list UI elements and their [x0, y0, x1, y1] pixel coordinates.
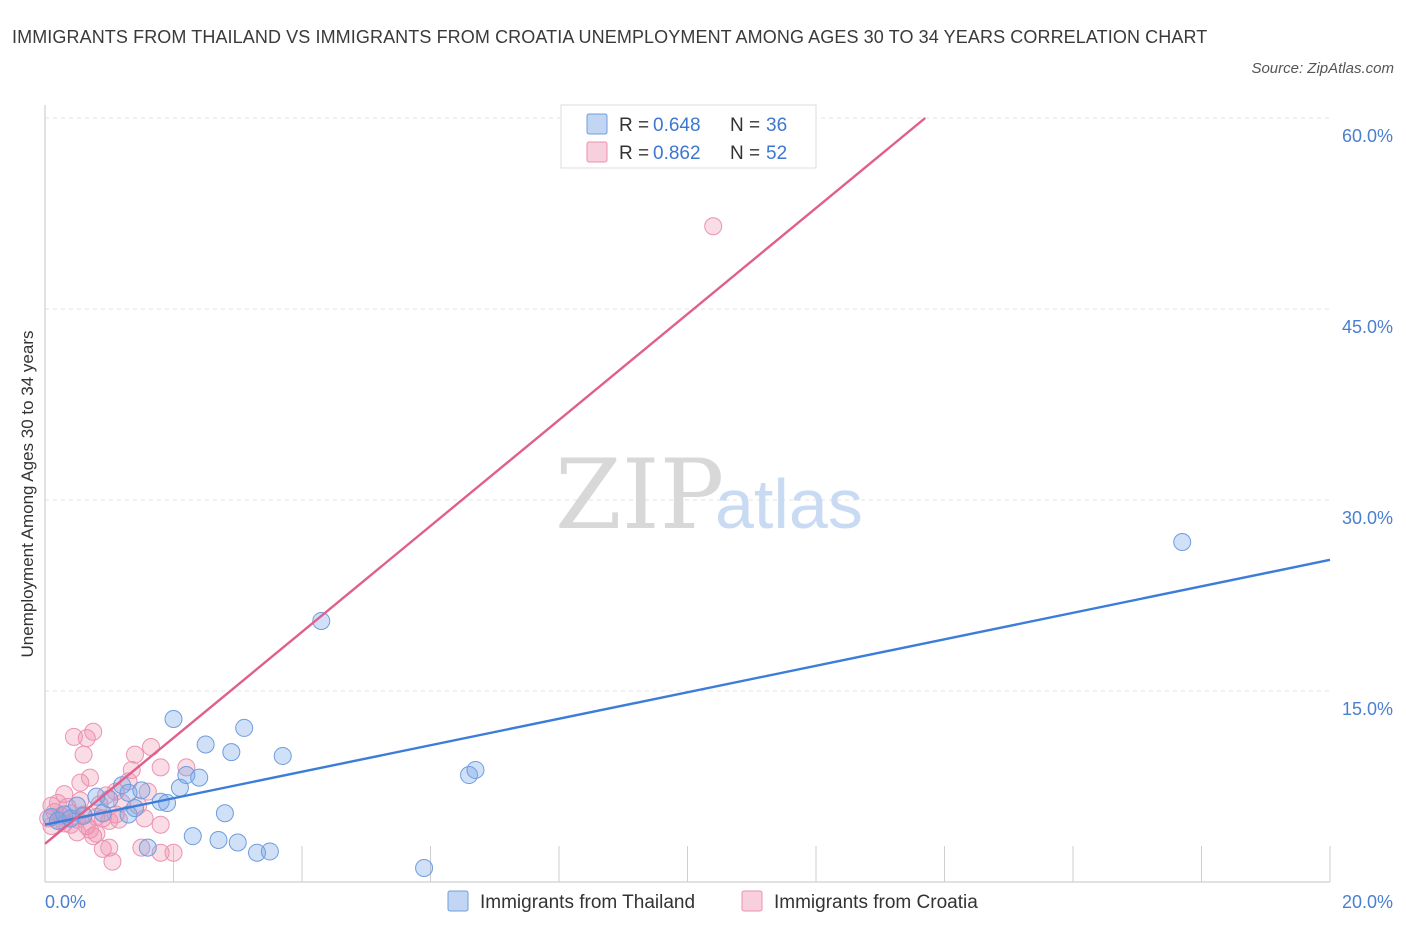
point-croatia-32 [100, 838, 119, 857]
legend-r-label-croatia: R = [619, 143, 649, 164]
point-croatia-50 [177, 758, 196, 777]
point-thailand-30 [273, 746, 292, 765]
point-thailand-17 [164, 710, 183, 729]
x-tick-label-max: 20.0% [1342, 892, 1393, 912]
x-tick-label-min: 0.0% [45, 892, 86, 912]
watermark-zip: ZIP [555, 439, 724, 551]
point-croatia-24 [84, 722, 103, 741]
point-croatia-20 [77, 729, 96, 748]
legend-swatch-thailand [586, 113, 608, 135]
series-legend-label-croatia: Immigrants from Croatia [774, 892, 978, 913]
point-thailand-14 [138, 838, 157, 857]
point-croatia-16 [71, 773, 90, 792]
legend-r-value-croatia: 0.862 [653, 143, 701, 164]
point-croatia-22 [80, 768, 99, 787]
point-croatia-44 [138, 782, 157, 801]
point-croatia-40 [125, 745, 144, 764]
point-croatia-28 [93, 839, 112, 858]
point-thailand-11 [119, 805, 138, 824]
point-thailand-34 [466, 760, 485, 779]
point-thailand-13 [132, 781, 151, 800]
point-croatia-17 [74, 745, 93, 764]
point-croatia-47 [151, 815, 170, 834]
point-thailand-9 [113, 776, 132, 795]
point-thailand-32 [415, 858, 434, 877]
point-thailand-21 [190, 768, 209, 787]
point-thailand-31 [312, 611, 331, 630]
series-legend-label-thailand: Immigrants from Thailand [480, 892, 695, 913]
legend-r-value-thailand: 0.648 [653, 115, 701, 136]
point-croatia-42 [132, 838, 151, 857]
point-thailand-24 [215, 804, 234, 823]
trendline-thailand [44, 558, 1331, 826]
grid-lines [45, 117, 1330, 692]
point-thailand-23 [209, 830, 228, 849]
correlation-legend: R = 0.648 N = 36 R = 0.862 N = 52 [560, 104, 817, 169]
point-thailand-28 [248, 843, 267, 862]
legend-n-value-thailand: 36 [766, 115, 787, 136]
point-croatia-23 [84, 827, 103, 846]
point-thailand-26 [228, 833, 247, 852]
trendline-croatia [44, 117, 926, 845]
legend-r-label-thailand: R = [619, 115, 649, 136]
legend-n-label-croatia: N = [730, 143, 760, 164]
point-thailand-25 [222, 743, 241, 762]
point-thailand-4 [68, 796, 87, 815]
point-croatia-48 [151, 758, 170, 777]
y-tick-labels: 15.0% 30.0% 45.0% 60.0% [1342, 126, 1393, 719]
point-thailand-29 [260, 842, 279, 861]
trend-lines [44, 117, 1331, 845]
point-croatia-33 [103, 852, 122, 871]
y-tick-label-0: 15.0% [1342, 699, 1393, 719]
series-legend-swatch-thailand [447, 890, 469, 912]
legend-n-value-croatia: 52 [766, 143, 787, 164]
point-croatia-51 [704, 217, 723, 236]
y-tick-label-1: 30.0% [1342, 508, 1393, 528]
point-thailand-22 [196, 735, 215, 754]
point-thailand-27 [235, 718, 254, 737]
series-legend-swatch-croatia [741, 890, 763, 912]
point-croatia-49 [164, 843, 183, 862]
legend-box [560, 104, 817, 169]
y-tick-label-2: 45.0% [1342, 317, 1393, 337]
y-tick-label-3: 60.0% [1342, 126, 1393, 146]
legend-swatch-croatia [586, 141, 608, 163]
chart-title: IMMIGRANTS FROM THAILAND VS IMMIGRANTS F… [12, 27, 1208, 47]
series-legend: Immigrants from Thailand Immigrants from… [447, 890, 978, 913]
point-thailand-20 [183, 827, 202, 846]
y-axis-title: Unemployment Among Ages 30 to 34 years [18, 331, 37, 658]
point-croatia-26 [87, 824, 106, 843]
legend-n-label-thailand: N = [730, 115, 760, 136]
point-thailand-35 [1173, 533, 1192, 552]
source-label: Source: ZipAtlas.com [1251, 60, 1394, 77]
watermark-atlas: atlas [715, 465, 863, 543]
point-croatia-12 [64, 727, 83, 746]
point-thailand-8 [100, 790, 119, 809]
watermark: ZIP atlas [555, 439, 863, 551]
point-croatia-39 [122, 760, 141, 779]
